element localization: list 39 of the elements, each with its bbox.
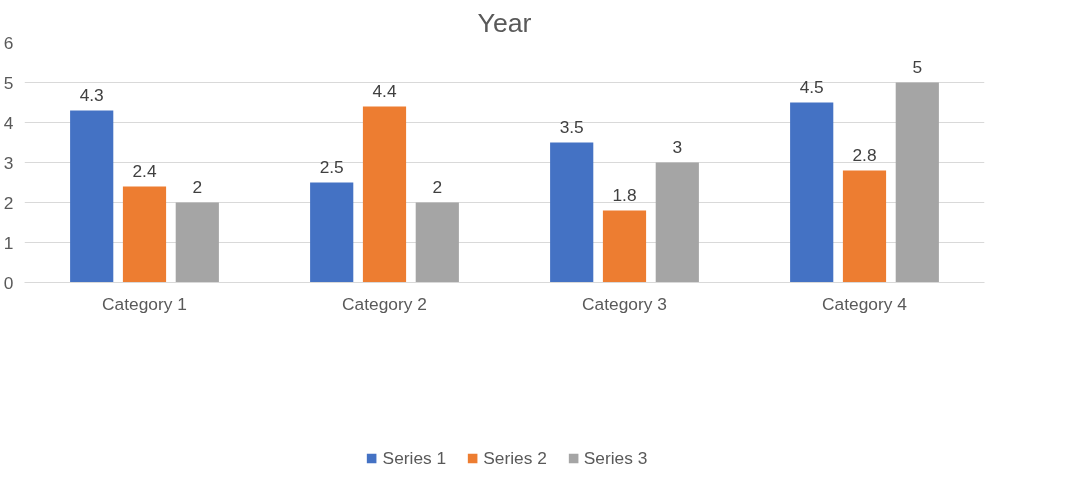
data-label: 4.3 — [79, 84, 104, 105]
bar — [895, 82, 939, 283]
x-tick-label: Category 2 — [342, 293, 427, 314]
data-label: 4.4 — [372, 80, 397, 101]
data-label: 2 — [432, 176, 443, 197]
y-tick-label: 4 — [3, 112, 14, 133]
data-label: 2 — [192, 176, 203, 197]
bar — [362, 106, 407, 283]
y-tick-label: 2 — [3, 192, 14, 213]
legend-label: Series 1 — [382, 447, 447, 469]
chart-title: Year — [477, 7, 532, 38]
y-tick-label: 0 — [3, 272, 14, 293]
bar — [122, 186, 167, 283]
data-label: 3 — [672, 136, 683, 157]
y-tick-label: 6 — [3, 32, 14, 53]
data-label: 2.4 — [132, 160, 157, 181]
bar — [655, 162, 699, 283]
data-label: 2.5 — [319, 156, 344, 177]
data-label: 1.8 — [612, 184, 637, 205]
y-tick-label: 1 — [3, 232, 14, 253]
x-tick-label: Category 4 — [822, 293, 908, 314]
bar — [415, 202, 459, 283]
data-label: 2.8 — [852, 144, 877, 165]
data-label: 4.5 — [799, 76, 824, 97]
data-label: 3.5 — [559, 116, 584, 137]
x-tick-label: Category 3 — [582, 293, 667, 314]
legend-label: Series 2 — [483, 447, 547, 469]
bar — [70, 110, 114, 283]
bar — [602, 210, 647, 283]
x-tick-label: Category 1 — [102, 293, 187, 314]
legend-label: Series 3 — [583, 447, 648, 469]
bar — [310, 182, 354, 283]
bar — [175, 202, 219, 283]
bar — [790, 102, 834, 283]
bar — [842, 170, 887, 283]
y-tick-label: 5 — [3, 72, 14, 93]
data-label: 5 — [912, 56, 923, 77]
bar — [550, 142, 594, 283]
y-tick-label: 3 — [3, 152, 14, 173]
